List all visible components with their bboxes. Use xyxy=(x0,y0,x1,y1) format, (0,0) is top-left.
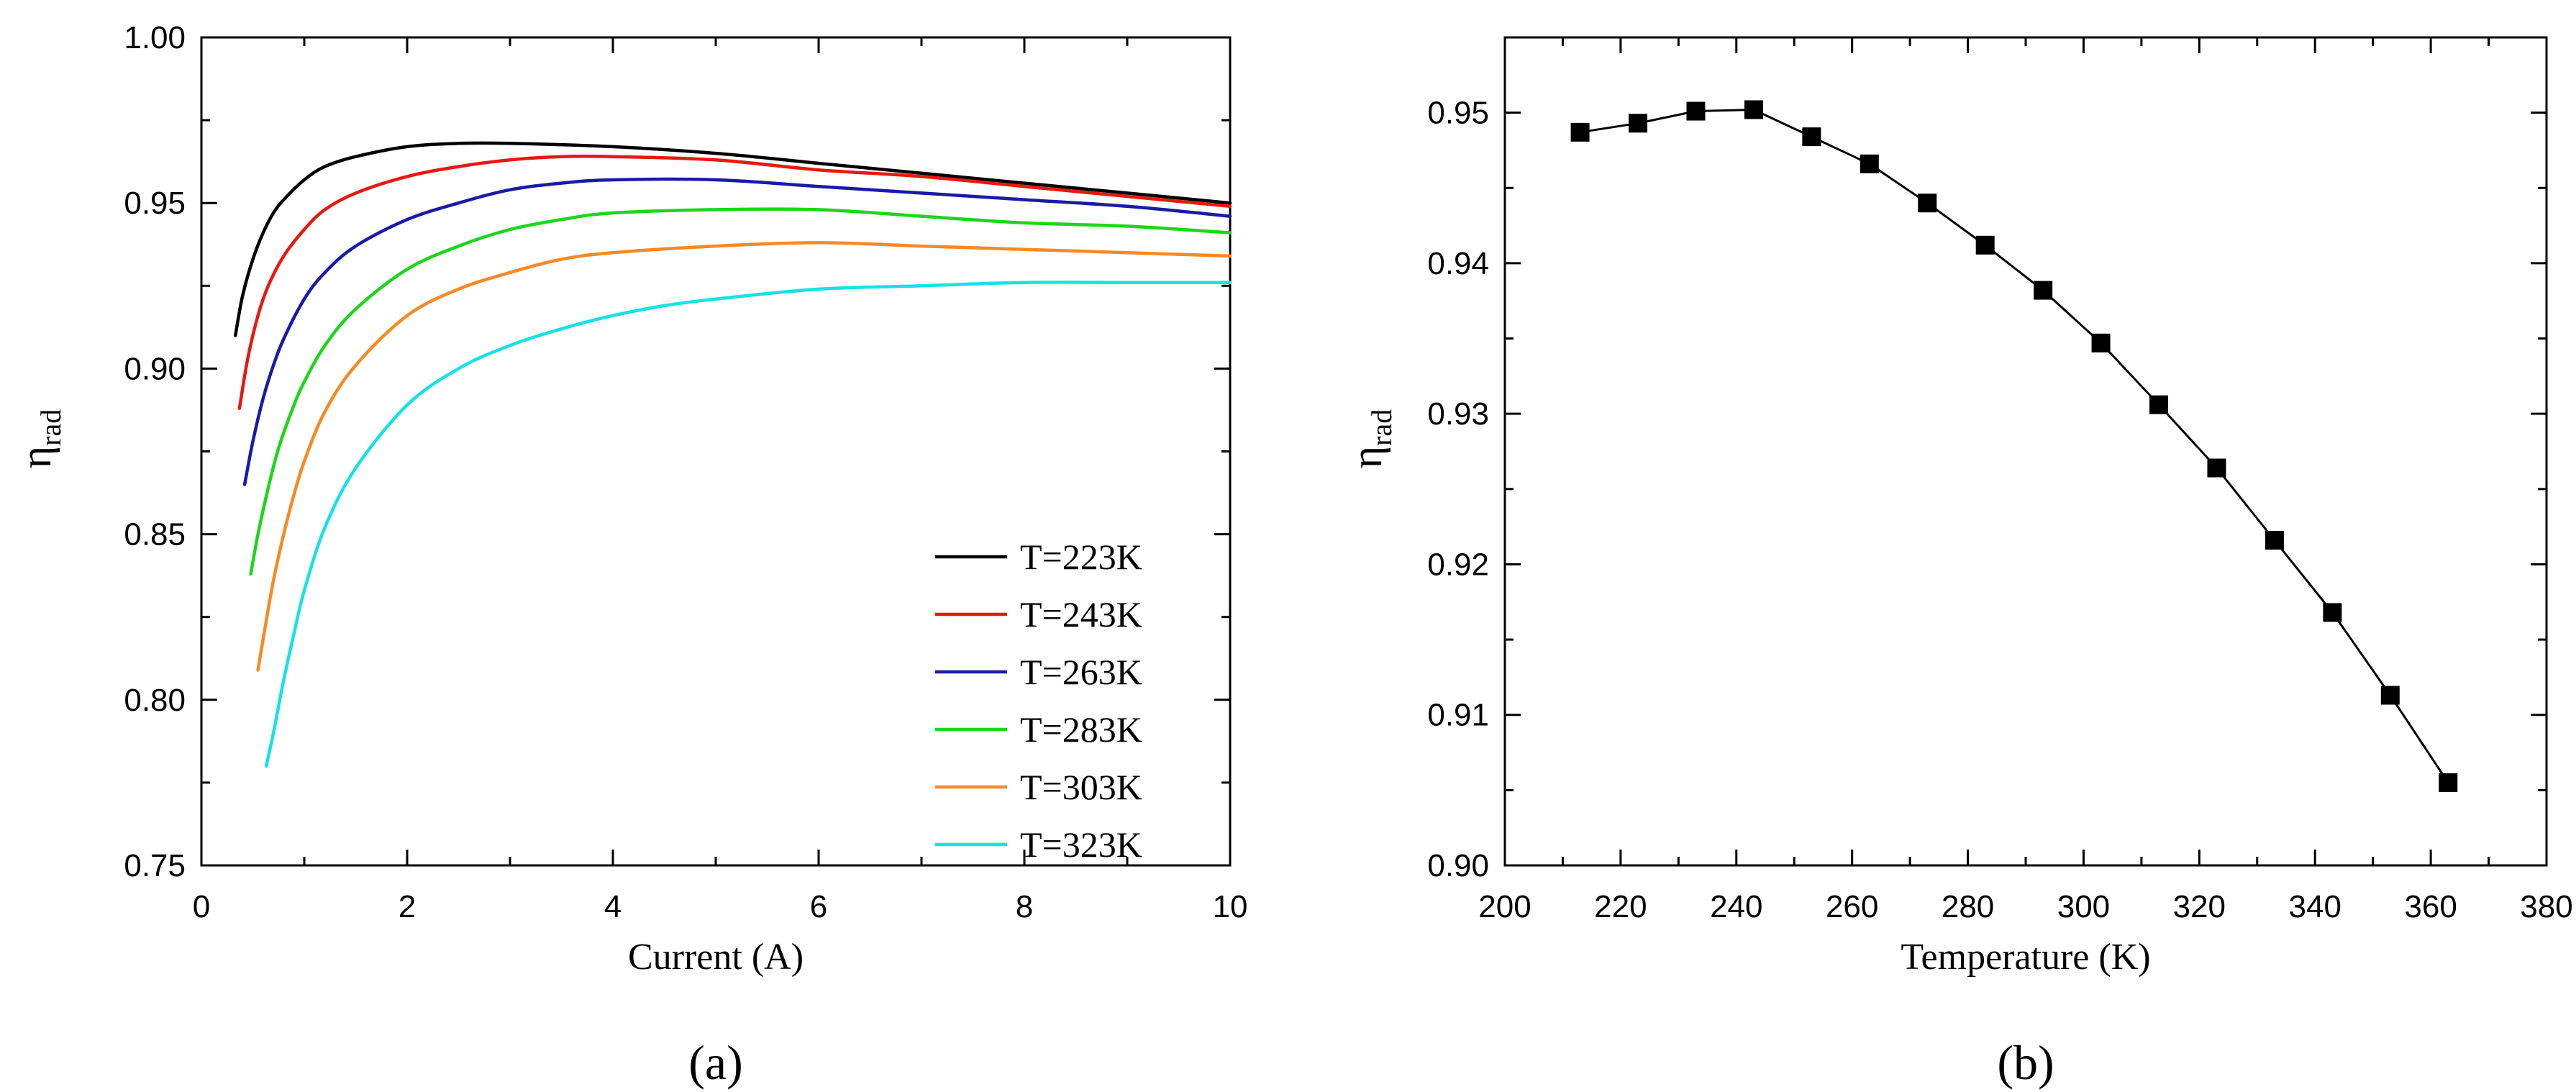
x-tick-label: 220 xyxy=(1594,889,1647,924)
y-tick-label: 0.95 xyxy=(1427,96,1489,131)
legend-entry-1: T=243K xyxy=(1020,594,1142,634)
y-tick-label: 0.95 xyxy=(124,186,186,221)
chart-panel-b: 200 220 240 260 280 300 320 340 360 380 0.90 0.91 0.… xyxy=(1343,36,2573,1090)
x-tick-label: 2 xyxy=(399,889,416,924)
x-tick-label: 4 xyxy=(604,889,622,924)
panel-label: (b) xyxy=(1997,1035,2054,1090)
series-line-2 xyxy=(242,177,1232,486)
y-axis-label-main: η xyxy=(1343,446,1391,468)
data-point-marker xyxy=(1629,114,1648,133)
x-tick-label: 0 xyxy=(193,889,210,924)
x-tick-label: 340 xyxy=(2289,889,2341,924)
x-tick-label: 260 xyxy=(1826,889,1878,924)
x-tick-label: 6 xyxy=(810,889,827,924)
y-axis-label: ηrad xyxy=(12,409,67,468)
y-tick-label: 0.75 xyxy=(124,848,186,883)
x-tick-label: 320 xyxy=(2173,889,2226,924)
x-axis-label: Temperature (K) xyxy=(1901,937,2150,978)
legend-entry-2: T=263K xyxy=(1020,652,1142,692)
legend-entry-0: T=223K xyxy=(1020,537,1142,577)
panel-label: (a) xyxy=(688,1035,742,1090)
y-tick-label: 0.92 xyxy=(1427,547,1489,582)
y-tick-label: 0.93 xyxy=(1427,396,1489,432)
data-point-marker xyxy=(1570,122,1590,142)
legend-entry-4: T=303K xyxy=(1020,767,1142,807)
data-point-marker xyxy=(2380,686,2400,705)
data-point-marker xyxy=(2207,458,2226,478)
data-point-marker xyxy=(2091,333,2111,352)
x-tick-label: 8 xyxy=(1016,889,1033,924)
data-point-marker xyxy=(2439,773,2458,792)
legend-entry-5: T=323K xyxy=(1020,824,1142,865)
y-axis-label-sub: rad xyxy=(1365,409,1398,446)
y-tick-label: 0.90 xyxy=(1427,848,1489,883)
data-point-marker xyxy=(2149,395,2169,414)
y-tick-label: 1.00 xyxy=(124,20,186,55)
series-line-0 xyxy=(1579,109,2449,784)
data-point-marker xyxy=(2323,603,2342,622)
legend-entry-3: T=283K xyxy=(1020,709,1142,750)
y-axis-label-sub: rad xyxy=(35,409,67,446)
y-tick-label: 0.91 xyxy=(1427,698,1489,733)
data-point-marker xyxy=(1686,101,1706,121)
y-tick-label: 0.94 xyxy=(1427,246,1489,281)
data-point-marker xyxy=(1744,100,1763,119)
data-point-marker xyxy=(1860,154,1879,173)
y-axis-label-main: η xyxy=(12,446,60,468)
x-tick-label: 200 xyxy=(1478,889,1531,924)
plot-frame xyxy=(1503,36,2548,867)
x-tick-label: 10 xyxy=(1213,889,1248,924)
x-tick-label: 360 xyxy=(2404,889,2457,924)
series-line-1 xyxy=(237,154,1232,410)
x-tick-label: 240 xyxy=(1710,889,1762,924)
series-line-4 xyxy=(256,241,1232,672)
series-line-0 xyxy=(233,141,1232,337)
y-axis-label: ηrad xyxy=(1343,409,1398,468)
series-line-5 xyxy=(264,281,1232,768)
data-point-marker xyxy=(2265,530,2284,550)
x-axis-label: Current (A) xyxy=(628,937,804,978)
data-point-marker xyxy=(2034,281,2053,300)
series-line-3 xyxy=(249,207,1232,576)
x-tick-label: 380 xyxy=(2520,889,2572,924)
data-point-marker xyxy=(1975,235,1995,255)
y-tick-label: 0.80 xyxy=(124,683,186,718)
y-tick-label: 0.90 xyxy=(124,351,186,386)
y-tick-label: 0.85 xyxy=(124,517,186,552)
chart-panel-a: 0 2 4 6 8 10 0.75 0.80 0.85 0.90 0.95 1.00 Current (… xyxy=(12,20,1247,1090)
data-point-marker xyxy=(1802,127,1821,147)
x-tick-label: 280 xyxy=(1942,889,1994,924)
x-tick-label: 300 xyxy=(2057,889,2110,924)
data-point-marker xyxy=(1918,194,1937,213)
